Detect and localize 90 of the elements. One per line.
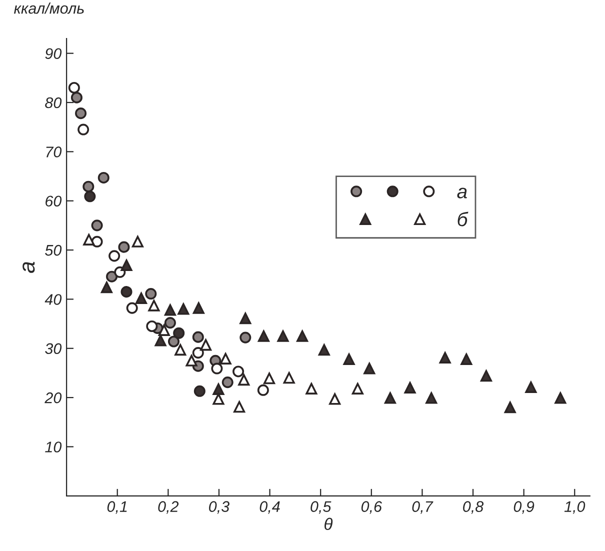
point xyxy=(240,332,252,344)
point xyxy=(164,304,176,316)
y-tick-label: 60 xyxy=(46,196,62,207)
point xyxy=(108,250,120,262)
point xyxy=(70,92,82,104)
point xyxy=(480,370,492,382)
point xyxy=(306,382,318,394)
legend-label: б xyxy=(458,212,468,226)
point xyxy=(118,241,130,253)
point xyxy=(238,374,250,386)
point xyxy=(146,320,158,332)
point xyxy=(82,180,94,192)
point xyxy=(554,392,566,404)
x-tick-label: 0,1 xyxy=(107,501,127,514)
x-tick-label: 0,6 xyxy=(361,501,382,514)
point xyxy=(318,344,330,356)
point xyxy=(75,108,87,120)
x-tick-label: 0,4 xyxy=(260,501,280,514)
point xyxy=(132,236,144,248)
y-tick-label: 80 xyxy=(45,97,62,108)
y-axis-title: a xyxy=(22,262,35,273)
point xyxy=(174,344,186,356)
y-tick-label: 50 xyxy=(45,244,62,256)
point xyxy=(504,402,516,414)
point xyxy=(120,260,132,272)
point xyxy=(78,124,90,136)
point xyxy=(222,376,234,388)
point xyxy=(364,362,376,374)
x-tick-label: 0,5 xyxy=(310,501,332,514)
point xyxy=(98,172,110,184)
point xyxy=(178,303,190,315)
y-tick-label: 70 xyxy=(46,146,62,158)
point xyxy=(106,270,118,282)
x-tick-label: 0,8 xyxy=(463,501,484,514)
point xyxy=(192,302,204,314)
point xyxy=(232,366,244,378)
point xyxy=(352,382,364,394)
point xyxy=(525,381,537,393)
point xyxy=(439,352,451,364)
point xyxy=(404,382,416,394)
point xyxy=(164,317,176,329)
point xyxy=(126,302,138,314)
point xyxy=(212,393,224,405)
point xyxy=(158,324,170,336)
x-tick-label: 0,9 xyxy=(514,501,534,514)
point xyxy=(277,330,289,342)
y-tick-label: 90 xyxy=(45,48,62,60)
point xyxy=(257,384,269,396)
x-tick-label: 0,7 xyxy=(412,501,434,514)
point xyxy=(135,292,148,304)
point xyxy=(68,82,80,94)
x-tick-label: 0,2 xyxy=(158,501,179,514)
x-axis-title: θ xyxy=(324,518,333,530)
point xyxy=(173,327,185,339)
point xyxy=(91,220,103,232)
x-tick-label: 0,3 xyxy=(209,501,230,514)
point xyxy=(154,334,166,346)
legend-label: а xyxy=(457,188,467,198)
point xyxy=(460,353,472,365)
point xyxy=(192,347,204,359)
point xyxy=(343,353,355,365)
y-tick-label: 10 xyxy=(45,442,62,452)
point xyxy=(283,372,295,384)
point xyxy=(145,288,157,300)
point xyxy=(240,312,252,324)
point xyxy=(258,330,270,342)
point xyxy=(220,352,232,364)
point xyxy=(212,383,224,395)
point xyxy=(84,190,96,202)
text: ккал/моль xyxy=(14,2,84,14)
y-tick-label: 40 xyxy=(44,294,62,305)
point xyxy=(426,392,438,404)
point xyxy=(384,392,396,404)
y-tick-label: 20 xyxy=(44,392,62,404)
point xyxy=(83,234,95,246)
point xyxy=(148,300,160,312)
point xyxy=(296,330,308,342)
y-tick-label: 30 xyxy=(45,343,62,354)
point xyxy=(120,286,132,298)
point xyxy=(194,385,206,397)
point xyxy=(186,354,198,366)
point xyxy=(192,331,204,343)
point xyxy=(329,393,341,405)
point xyxy=(234,401,246,413)
point xyxy=(168,336,180,348)
x-tick-label: 1,0 xyxy=(564,501,586,514)
point xyxy=(264,372,276,384)
point xyxy=(100,282,112,294)
point xyxy=(200,339,212,351)
point xyxy=(211,362,223,374)
